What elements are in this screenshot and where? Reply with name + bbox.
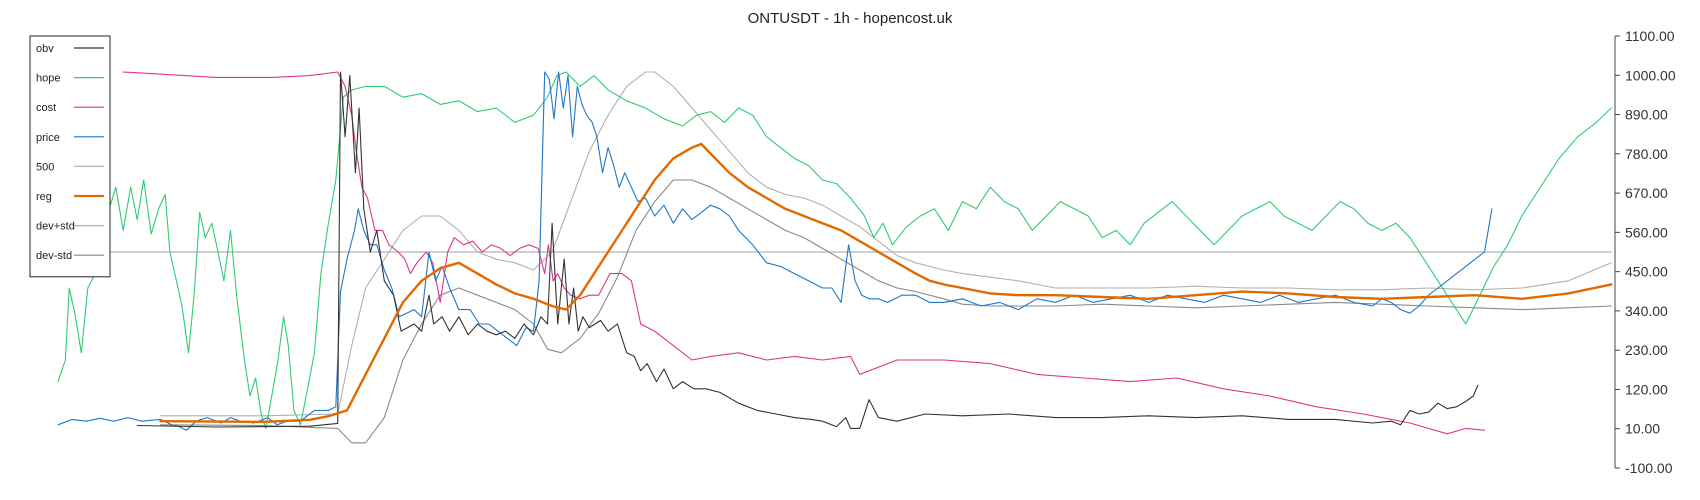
legend-label-dev-std: dev+std [36, 221, 75, 233]
series-line-cost [122, 71, 1486, 435]
y-tick-label: 1000.00 [1625, 67, 1676, 83]
y-axis: 1100.00 1000.00 890.00 780.00 670.00 560.00 45… [1614, 28, 1676, 476]
y-tick-label: -100.00 [1625, 460, 1673, 476]
legend-label-hope: hope [36, 73, 60, 85]
series-line-hope [57, 71, 1612, 429]
y-tick-label: 890.00 [1625, 107, 1668, 123]
y-tick-label: 780.00 [1625, 146, 1668, 162]
y-tick-label: 450.00 [1625, 264, 1668, 280]
y-tick-label: 10.00 [1625, 421, 1660, 437]
legend-box [29, 35, 111, 278]
series-layer [57, 71, 1613, 444]
series-line-reg [159, 142, 1613, 424]
series-line-dev-std [159, 179, 1612, 444]
legend-label-obv: obv [36, 43, 54, 55]
y-tick-label: 340.00 [1625, 303, 1668, 319]
legend-label-dev-std: dev-std [36, 250, 72, 262]
chart-title: ONTUSDT - 1h - hopencost.uk [747, 10, 953, 27]
y-tick-label: 560.00 [1625, 224, 1668, 240]
legend-label-cost: cost [36, 102, 56, 114]
y-tick-label: 120.00 [1625, 381, 1668, 397]
legend-label-500: 500 [36, 161, 54, 173]
legend-label-reg: reg [36, 191, 52, 203]
series-line-price [57, 71, 1493, 431]
y-tick-label: 670.00 [1625, 185, 1668, 201]
legend-label-price: price [36, 132, 60, 144]
series-line-dev-std [159, 71, 1612, 417]
y-tick-label: 230.00 [1625, 342, 1668, 358]
series-line-obv [136, 71, 1479, 429]
y-tick-label: 1100.00 [1625, 28, 1675, 44]
legend: obv hope cost price 500 reg dev+std dev-std [29, 35, 111, 278]
